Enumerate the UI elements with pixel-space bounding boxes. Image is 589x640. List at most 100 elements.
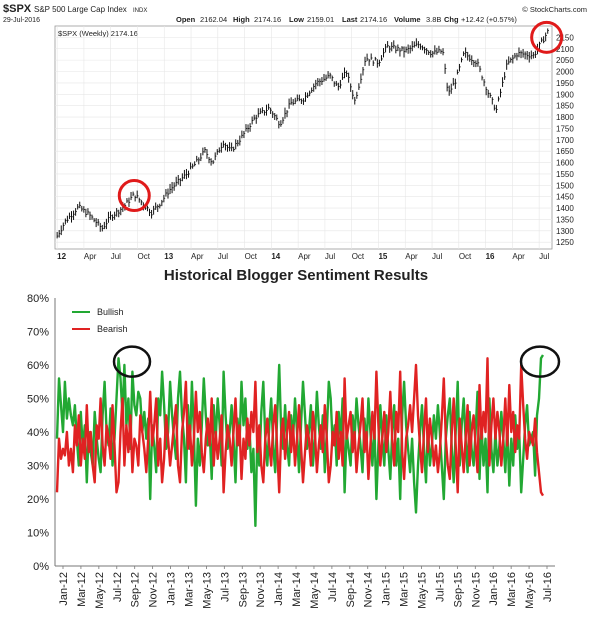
sentiment-x-axis: Jan-12 Mar-12 May-12 Jul-12 Sep-12 Nov-12 Jan-…: [58, 566, 554, 609]
spx-x-tick-label: Oct: [352, 252, 365, 261]
spx-ticker: $SPX: [3, 3, 32, 15]
sentiment-y-tick-label: 30%: [27, 461, 49, 473]
spx-x-tick-label: Jul: [539, 252, 549, 261]
sentiment-title: Historical Blogger Sentiment Results: [164, 267, 428, 284]
spx-x-tick-label: Jul: [111, 252, 121, 261]
spx-y-tick-label: 2050: [556, 56, 574, 65]
legend-bearish-label: Bearish: [97, 324, 128, 334]
quote-volume: 3.8B: [426, 15, 441, 24]
sentiment-circle-2016: [519, 345, 561, 378]
sentiment-x-tick-label: Mar-16: [506, 572, 518, 607]
spx-x-tick-label: Apr: [405, 252, 418, 261]
sentiment-line-bearish: [55, 357, 545, 497]
sentiment-y-tick-label: 80%: [27, 293, 49, 305]
sentiment-y-tick-label: 10%: [27, 528, 49, 540]
spx-y-tick-label: 1600: [556, 159, 574, 168]
spx-x-tick-label: Oct: [459, 252, 472, 261]
sentiment-x-tick-label: Sep-12: [130, 572, 142, 607]
spx-x-tick-label: Jul: [432, 252, 442, 261]
spx-x-tick-label: Apr: [191, 252, 204, 261]
quote-last-label: Last: [342, 15, 358, 24]
sentiment-x-tick-label: Jan-16: [488, 572, 500, 606]
sentiment-x-tick-label: Nov-15: [470, 572, 482, 607]
spx-x-tick-label: Oct: [245, 252, 258, 261]
sentiment-x-tick-label: Sep-13: [237, 572, 249, 607]
sentiment-circle-2012: [112, 345, 152, 378]
quote-low: 2159.01: [307, 15, 334, 24]
spx-y-tick-label: 1700: [556, 136, 574, 145]
quote-open: 2162.04: [200, 15, 227, 24]
sentiment-y-tick-label: 0%: [33, 561, 49, 573]
spx-price-bars: [56, 28, 550, 239]
quote-low-label: Low: [289, 15, 304, 24]
sentiment-grid: [54, 298, 555, 567]
quote-open-label: Open: [176, 15, 196, 24]
spx-y-axis: 1250 1300 1350 1400 1450 1500 1550 1600 1650 1700…: [556, 33, 574, 247]
sentiment-series: [55, 354, 545, 527]
sentiment-legend: Bullish Bearish: [72, 307, 128, 334]
spx-x-tick-label: Oct: [137, 252, 150, 261]
quote-chg-label: Chg: [444, 15, 459, 24]
spx-y-tick-label: 1250: [556, 238, 574, 247]
quote-chg: +12.42 (+0.57%): [461, 15, 517, 24]
spx-y-tick-label: 1900: [556, 90, 574, 99]
spx-x-tick-label: Apr: [84, 252, 97, 261]
spx-x-tick-label: Jul: [218, 252, 228, 261]
sentiment-y-axis: 0% 10% 20% 30% 40% 50% 60% 70% 80%: [27, 293, 49, 573]
sentiment-x-tick-label: Sep-14: [345, 572, 357, 607]
spx-x-tick-label: 13: [164, 252, 173, 261]
spx-circle-2016: [530, 20, 564, 54]
sentiment-x-tick-label: May-15: [417, 572, 429, 609]
spx-y-tick-label: 2150: [556, 33, 574, 42]
spx-x-tick-label: 12: [57, 252, 66, 261]
spx-y-tick-label: 1400: [556, 204, 574, 213]
spx-annotations: [117, 20, 564, 213]
spx-x-tick-label: 15: [378, 252, 387, 261]
spx-title: S&P 500 Large Cap Index: [34, 5, 127, 14]
quote-volume-label: Volume: [394, 15, 421, 24]
spx-y-tick-label: 1650: [556, 147, 574, 156]
sentiment-x-tick-label: May-12: [94, 572, 106, 609]
spx-plot-frame: [54, 25, 553, 250]
spx-x-tick-label: Apr: [298, 252, 311, 261]
sentiment-x-tick-label: Jul-14: [327, 572, 339, 602]
spx-x-tick-label: 16: [486, 252, 495, 261]
sentiment-x-tick-label: Jan-14: [273, 572, 285, 606]
sentiment-y-tick-label: 20%: [27, 494, 49, 506]
spx-x-tick-label: Jul: [325, 252, 335, 261]
sentiment-y-tick-label: 40%: [27, 427, 49, 439]
sentiment-x-tick-label: Nov-12: [148, 572, 160, 607]
spx-y-tick-label: 1500: [556, 181, 574, 190]
spx-grid: [55, 26, 552, 249]
spx-x-tick-label: 14: [271, 252, 280, 261]
sentiment-x-tick-label: Jan-13: [166, 572, 178, 606]
sentiment-x-tick-label: May-13: [201, 572, 213, 609]
spx-date: 29-Jul-2016: [3, 17, 40, 24]
sentiment-y-tick-label: 70%: [27, 327, 49, 339]
legend-bullish-label: Bullish: [97, 307, 124, 317]
spx-y-tick-label: 1550: [556, 170, 574, 179]
quote-high-label: High: [233, 15, 250, 24]
sentiment-x-tick-label: Nov-13: [255, 572, 267, 607]
spx-y-tick-label: 1750: [556, 124, 574, 133]
spx-y-tick-label: 1450: [556, 193, 574, 202]
sentiment-y-tick-label: 50%: [27, 394, 49, 406]
sentiment-x-tick-label: Nov-14: [363, 572, 375, 607]
quote-high: 2174.16: [254, 15, 281, 24]
spx-y-tick-label: 1800: [556, 113, 574, 122]
sentiment-x-tick-label: Mar-13: [183, 572, 195, 607]
sentiment-y-tick-label: 60%: [27, 360, 49, 372]
sentiment-x-tick-label: Jul-15: [434, 572, 446, 602]
sentiment-x-tick-label: Mar-14: [291, 572, 303, 607]
sentiment-x-tick-label: Mar-15: [399, 572, 411, 607]
spx-legend: $SPX (Weekly) 2174.16: [58, 29, 138, 38]
sentiment-x-tick-label: Sep-15: [452, 572, 464, 607]
spx-x-axis: 12 Apr Jul Oct 13 Apr Jul Oct 14 Apr Jul Oct 15 Apr Ju…: [57, 252, 549, 261]
spx-source: © StockCharts.com: [522, 5, 587, 14]
spx-y-tick-label: 1950: [556, 79, 574, 88]
spx-y-tick-label: 2000: [556, 68, 574, 77]
spx-y-tick-label: 1300: [556, 227, 574, 236]
spx-y-tick-label: 2100: [556, 45, 574, 54]
spx-exchange: INDX: [133, 8, 147, 14]
